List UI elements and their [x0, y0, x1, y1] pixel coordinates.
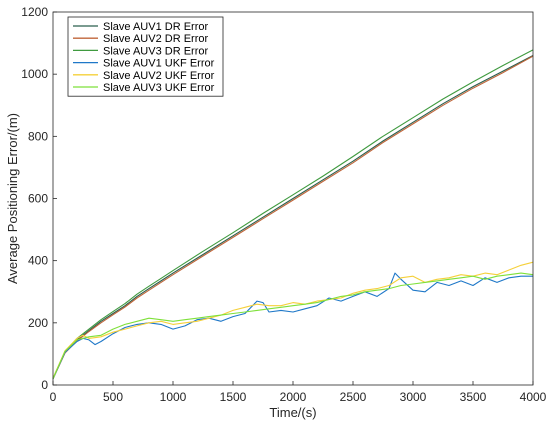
x-tick-label: 0	[50, 390, 57, 404]
y-axis-ticks: 0 200 400 600 800 1000 1200	[21, 5, 57, 392]
y-tick-label: 0	[41, 378, 48, 392]
series-line-2	[52, 55, 534, 380]
x-tick-label: 3000	[400, 390, 427, 404]
x-tick-label: 4000	[520, 390, 547, 404]
y-tick-label: 800	[28, 129, 48, 143]
legend-box	[67, 16, 224, 97]
x-tick-label: 3500	[460, 390, 487, 404]
series-layer	[52, 49, 534, 380]
legend-entry-3: Slave AUV3 DR Error	[103, 45, 208, 57]
legend-entry-6: Slave AUV3 UKF Error	[103, 82, 215, 94]
x-tick-label: 1500	[220, 390, 247, 404]
x-axis-ticks: 0 500 1000 1500 2000 2500 3000 3500 4000	[50, 381, 547, 404]
y-tick-label: 1000	[21, 67, 48, 81]
x-tick-label: 2500	[340, 390, 367, 404]
legend-entry-5: Slave AUV2 UKF Error	[103, 70, 215, 82]
y-tick-label: 1200	[21, 5, 48, 19]
y-tick-label: 600	[28, 192, 48, 206]
series-line-1	[52, 55, 534, 380]
x-tick-label: 1000	[160, 390, 187, 404]
y-tick-label: 400	[28, 254, 48, 268]
x-tick-label: 500	[103, 390, 123, 404]
legend-entry-1: Slave AUV1 DR Error	[103, 21, 208, 33]
series-line-3	[52, 49, 534, 379]
y-tick-label: 200	[28, 316, 48, 330]
legend-entry-4: Slave AUV1 UKF Error	[103, 58, 215, 70]
x-tick-label: 2000	[280, 390, 307, 404]
series-line-5	[52, 261, 534, 379]
y-axis-label: Average Positioning Error/(m)	[5, 113, 20, 284]
legend-entry-2: Slave AUV2 DR Error	[103, 33, 208, 45]
series-line-6	[52, 272, 534, 380]
x-axis-label: Time/(s)	[269, 405, 316, 420]
